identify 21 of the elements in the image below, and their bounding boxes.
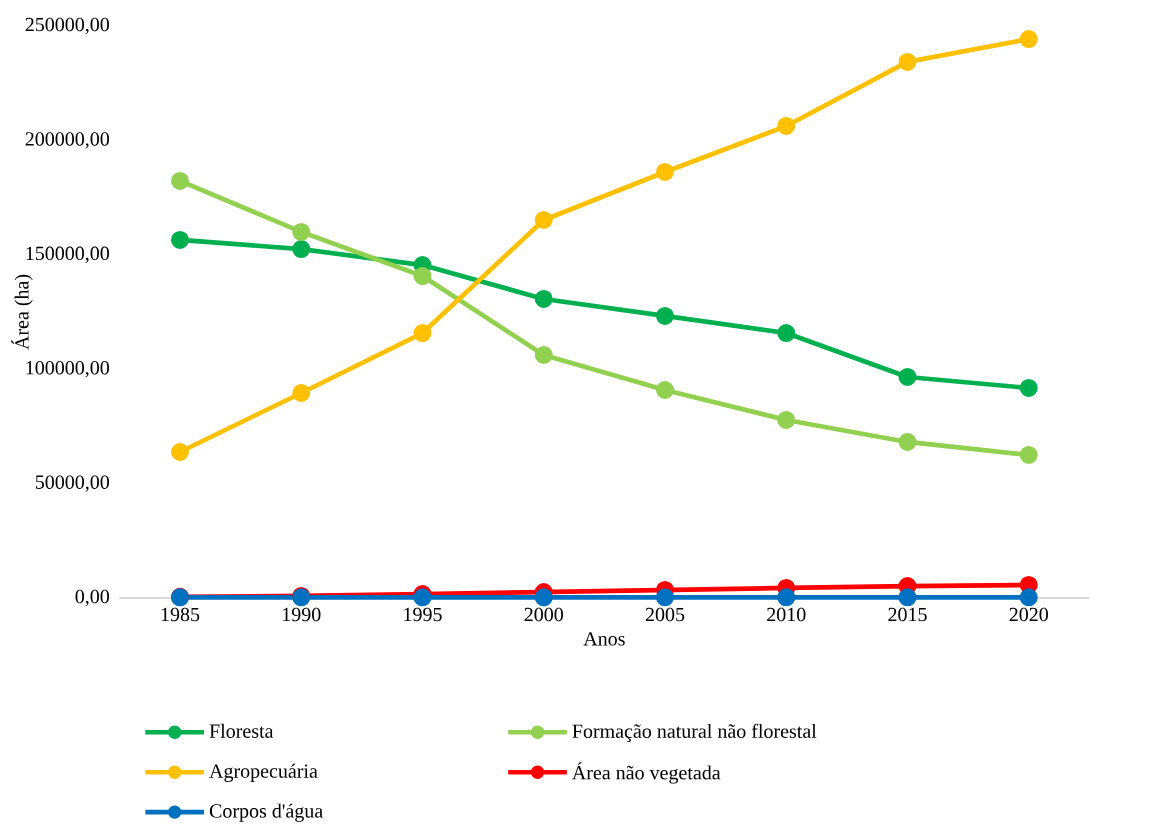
y-axis-title: Área (ha) bbox=[11, 274, 33, 350]
x-tick-label: 1995 bbox=[404, 607, 442, 622]
x-axis-title: Anos bbox=[583, 632, 625, 646]
legend-label: Agropecuária bbox=[209, 763, 318, 782]
y-tick-label: 50000,00 bbox=[35, 475, 110, 492]
y-tick-label: 150000,00 bbox=[26, 246, 110, 263]
x-tick-label: 2005 bbox=[645, 607, 685, 622]
y-tick-label: 100000,00 bbox=[26, 361, 110, 378]
x-tick-label: 2000 bbox=[524, 607, 563, 622]
legend-label: Área não vegetada bbox=[572, 762, 721, 784]
y-tick-label: 200000,00 bbox=[25, 132, 110, 149]
y-tick-label: 250000,00 bbox=[25, 17, 110, 35]
y-tick-label: 0,00 bbox=[75, 589, 110, 607]
x-tick-label: 1990 bbox=[283, 607, 321, 622]
legend-label: Formação natural não florestal bbox=[572, 723, 817, 743]
x-tick-label: 2015 bbox=[888, 607, 927, 622]
x-tick-label: 2020 bbox=[1009, 607, 1048, 622]
legend-label: Corpos d'água bbox=[209, 803, 323, 822]
legend-label: Floresta bbox=[209, 723, 274, 738]
x-tick-label: 2010 bbox=[767, 607, 806, 622]
x-tick-label: 1985 bbox=[161, 607, 200, 622]
